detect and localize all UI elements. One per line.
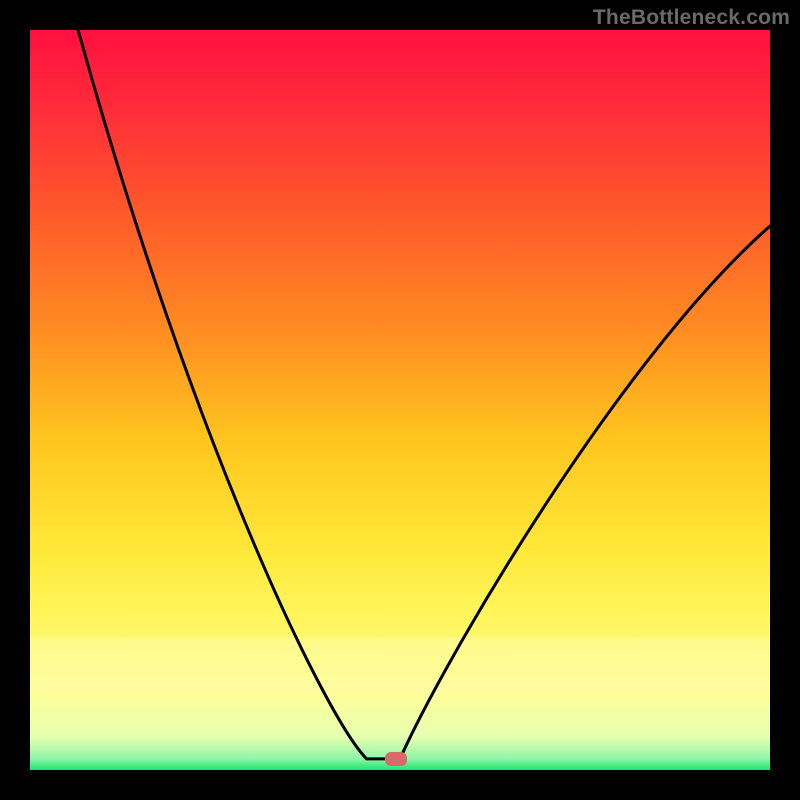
bottleneck-curve	[30, 30, 770, 770]
minimum-marker	[385, 752, 407, 766]
watermark-text: TheBottleneck.com	[593, 6, 790, 30]
chart-frame: TheBottleneck.com	[0, 0, 800, 800]
plot-area	[30, 30, 770, 770]
